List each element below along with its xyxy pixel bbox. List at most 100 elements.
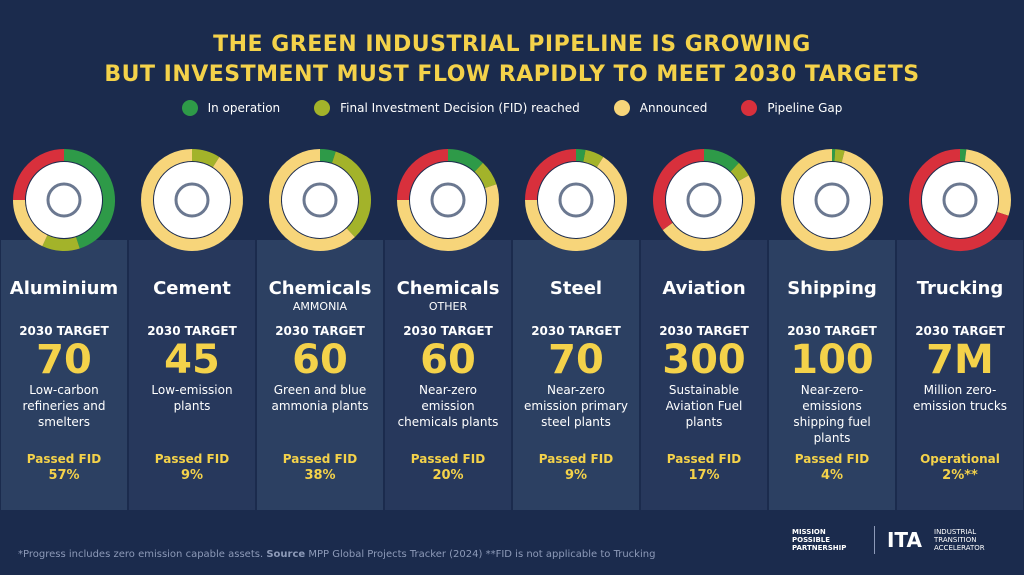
status-value: 9% (180, 468, 204, 483)
sector-subtitle: OTHER (428, 300, 468, 313)
status-label: Passed FID (410, 452, 486, 466)
ring-segment (63, 149, 115, 249)
column-bg (385, 240, 511, 510)
status-value: 4% (820, 468, 844, 483)
target-value: 100 (790, 337, 874, 383)
status-value: 9% (564, 468, 588, 483)
logo-mpp: MISSION POSSIBLE PARTNERSHIP (791, 528, 847, 552)
target-label: 2030 TARGET (147, 324, 237, 338)
status-label: Passed FID (282, 452, 358, 466)
sector-name: Steel (549, 278, 603, 299)
sector-name: Trucking (916, 278, 1004, 299)
status-value: 2%** (942, 468, 978, 483)
target-label: 2030 TARGET (403, 324, 493, 338)
sector-name: Aviation (662, 278, 746, 299)
status-label: Operational (920, 452, 1000, 466)
legend-item: Announced (613, 100, 707, 116)
ring-segment (141, 149, 243, 251)
sector-subtitle: AMMONIA (292, 300, 348, 313)
sector: Shipping 2030 TARGET 100 Near-zero-emission… (768, 240, 896, 510)
ring-segment (653, 149, 705, 230)
title-line: BUT INVESTMENT MUST FLOW RAPIDLY TO MEET… (104, 62, 920, 87)
logo-ita: ITA (886, 528, 922, 552)
description: Near-zero emission primary steel plants (524, 383, 628, 429)
ring-center (154, 162, 230, 238)
ring-segment (474, 162, 497, 189)
ring-center (410, 162, 486, 238)
ring-center (922, 162, 998, 238)
sector-subtitle (896, 300, 1024, 318)
title-line: THE GREEN INDUSTRIAL PIPELINE IS GROWING (213, 32, 811, 57)
logo-ita-full: INDUSTRIAL TRANSITION ACCELERATOR (934, 528, 985, 552)
column-bg (897, 240, 1023, 510)
description: Low-carbon refineries and smelters (22, 383, 106, 429)
status-value: 20% (432, 468, 464, 483)
status-value: 57% (48, 468, 80, 483)
ring-center (282, 162, 358, 238)
status-label: Passed FID (26, 452, 102, 466)
ring-segment (447, 149, 483, 172)
ring-segment (703, 149, 739, 172)
ring-segment (331, 151, 371, 238)
icon (46, 182, 82, 218)
column-bg (1, 240, 127, 510)
description: Low-emission plants (151, 383, 233, 413)
icon (430, 182, 466, 218)
footnote-source: Source (266, 549, 306, 560)
ring-center (538, 162, 614, 238)
ring-center (794, 162, 870, 238)
sector: Aviation 2030 TARGET 300 Sustainable Aviati… (640, 240, 768, 510)
target-value: 60 (292, 337, 348, 383)
description: Near-zero emission chemicals plants (397, 383, 499, 429)
ring-segment (583, 149, 604, 168)
target-value: 60 (420, 337, 476, 383)
legend-swatch (741, 100, 758, 116)
sector-name: Chemicals (268, 278, 372, 299)
icon (686, 182, 722, 218)
title: THE GREEN INDUSTRIAL PIPELINE IS GROWING… (0, 30, 1024, 90)
target-label: 2030 TARGET (19, 324, 109, 338)
status-label: Passed FID (154, 452, 230, 466)
ring-segment (42, 235, 80, 251)
sector: Cement 2030 TARGET 45 Low-emission plants Pa… (128, 240, 256, 510)
sector: Chemicals OTHER 2030 TARGET 60 Near-zero emi… (384, 240, 512, 510)
sector-subtitle (768, 300, 896, 318)
ring-segment (191, 149, 220, 168)
ring-segment (525, 149, 577, 201)
sector-subtitle (128, 300, 256, 318)
legend-item: Final Investment Decision (FID) reached (314, 100, 580, 116)
description: Green and blue ammonia plants (271, 383, 369, 413)
sector: Steel 2030 TARGET 70 Near-zero emission pri… (512, 240, 640, 510)
legend-label: In operation (207, 101, 281, 115)
description: Near-zero-emissions shipping fuel plants (793, 383, 871, 445)
status-label: Passed FID (538, 452, 614, 466)
column-bg (769, 240, 895, 510)
footnote-text: *Progress includes zero emission capable… (18, 549, 264, 560)
sector-name: Cement (153, 278, 231, 299)
ring-segment (525, 156, 627, 251)
ring-segment (319, 149, 336, 163)
sector-name: Chemicals (396, 278, 500, 299)
target-label: 2030 TARGET (787, 324, 877, 338)
sector: Trucking 2030 TARGET 7M Million zero-emissi… (896, 240, 1024, 510)
legend-label: Pipeline Gap (767, 101, 843, 115)
legend: In operation Final Investment Decision (F… (0, 100, 1024, 116)
legend-swatch (314, 100, 331, 116)
target-value: 7M (926, 337, 994, 383)
sector-subtitle (0, 300, 128, 318)
status-label: Passed FID (794, 452, 870, 466)
sector: Chemicals AMMONIA 2030 TARGET 60 Green and b… (256, 240, 384, 510)
column-bg (641, 240, 767, 510)
ring-segment (662, 175, 755, 251)
ring-segment (834, 149, 845, 163)
footnote: *Progress includes zero emission capable… (18, 549, 655, 560)
target-label: 2030 TARGET (659, 324, 749, 338)
ring-segment (909, 149, 1009, 251)
target-value: 45 (164, 337, 220, 383)
logos: MISSION POSSIBLE PARTNERSHIP ITA INDUSTR… (792, 526, 1004, 554)
icon (942, 182, 978, 218)
target-label: 2030 TARGET (275, 324, 365, 338)
legend-item: In operation (181, 100, 281, 116)
